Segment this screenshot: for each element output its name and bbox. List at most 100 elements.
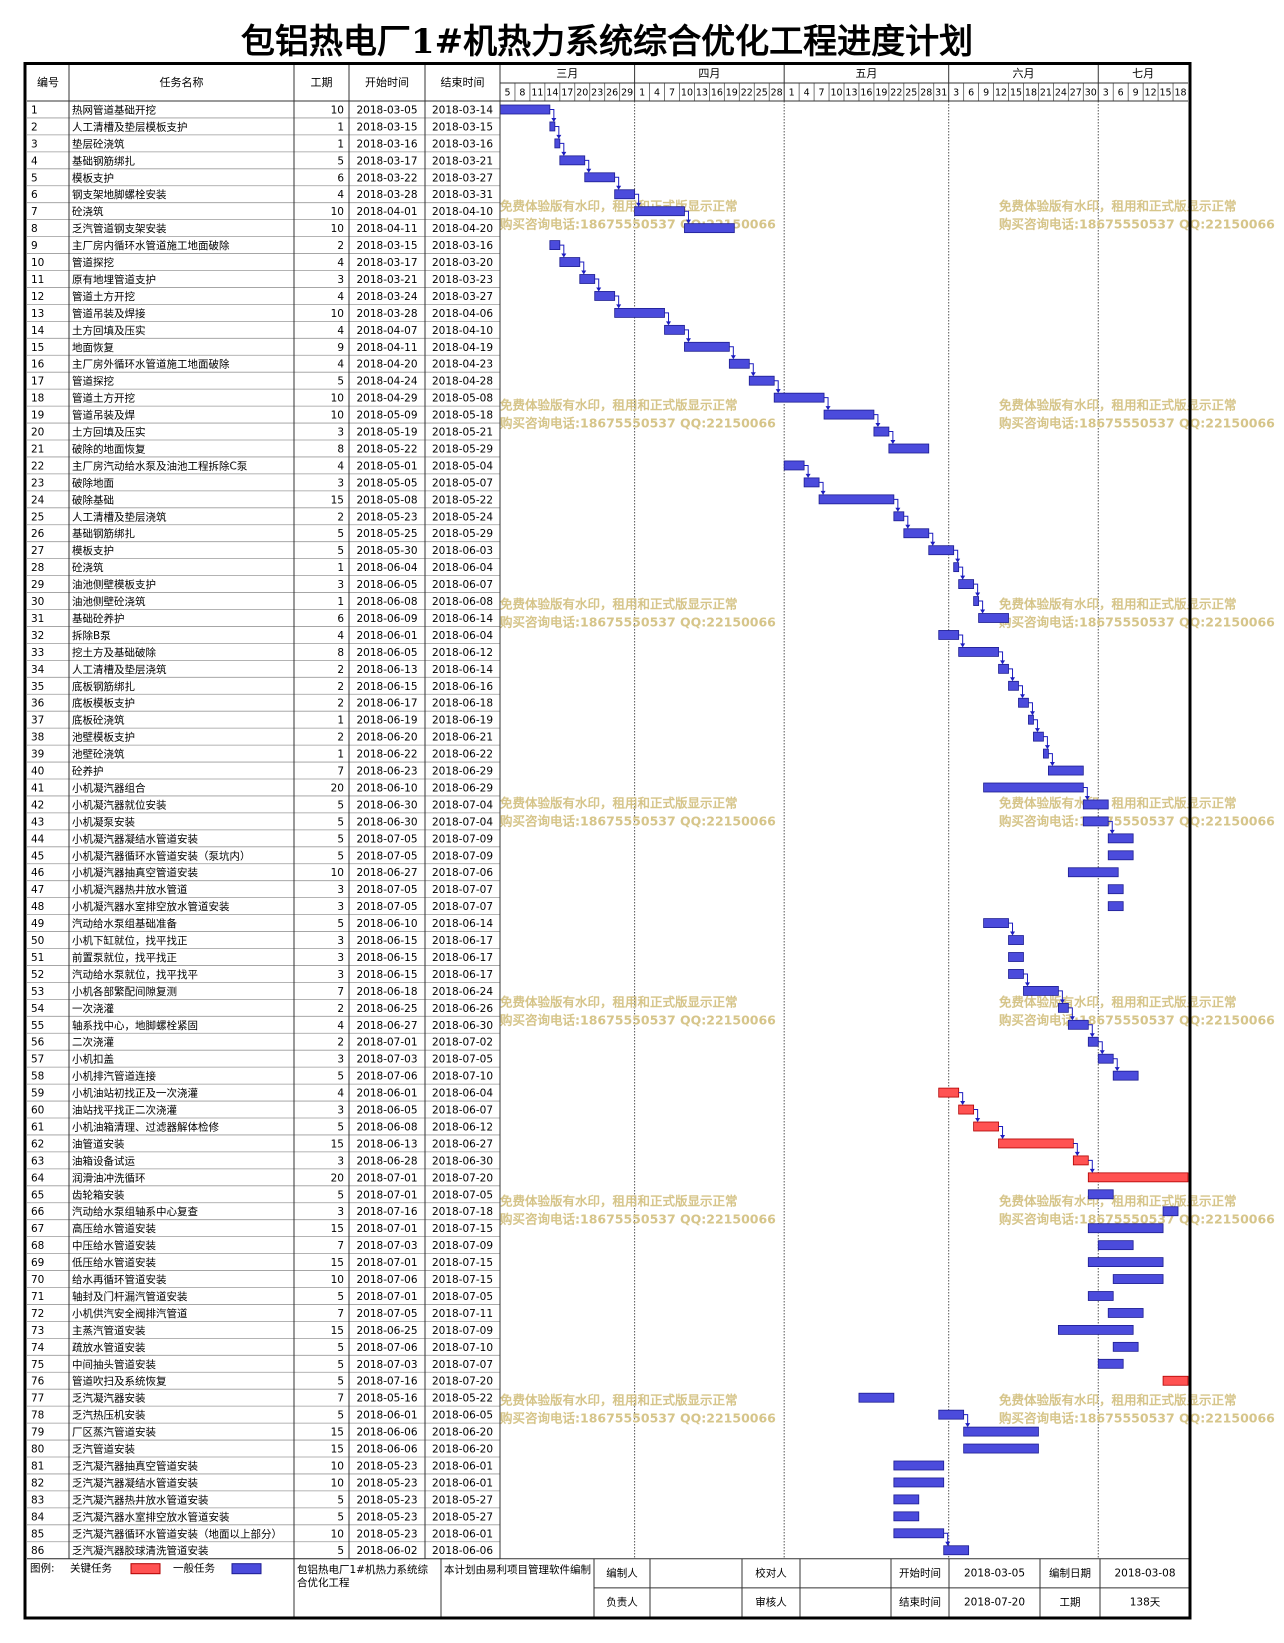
critical-bar [1072, 1155, 1089, 1166]
task-name: 油站找平找正二次浇灌 [72, 1104, 177, 1117]
footer-compile-date-label: 编制日期 [1049, 1566, 1091, 1579]
link-arrow [955, 558, 961, 563]
watermark: 免费体验版有水印，租用和正式版显示正常 [500, 1393, 738, 1408]
task-name: 一次浇灌 [72, 1002, 114, 1015]
task-id: 25 [31, 511, 44, 523]
task-days: 8 [337, 443, 344, 455]
task-days: 7 [337, 1240, 344, 1252]
task-id: 67 [31, 1223, 44, 1235]
day-label: 14 [546, 88, 558, 99]
task-days: 20 [331, 782, 344, 794]
task-days: 5 [337, 1189, 344, 1201]
month-label: 三月 [556, 67, 578, 80]
task-start: 2018-06-05 [356, 1105, 417, 1117]
link [1048, 753, 1053, 766]
watermark: 购买咨询电话:18675550537 QQ:22150066 [999, 1013, 1275, 1028]
task-end: 2018-04-23 [432, 359, 493, 371]
task-days: 3 [337, 1105, 344, 1117]
day-label: 25 [756, 88, 768, 99]
task-start: 2018-07-05 [356, 850, 417, 862]
task-end: 2018-05-29 [432, 443, 493, 455]
task-days: 7 [337, 1308, 344, 1320]
link [888, 431, 894, 443]
watermark: 购买咨询电话:18675550537 QQ:22150066 [999, 1411, 1275, 1426]
day-label: 30 [1085, 88, 1097, 99]
task-bar [1087, 1223, 1164, 1234]
task-end: 2018-06-01 [432, 1477, 493, 1489]
task-name: 管道吹扫及系统恢复 [72, 1375, 167, 1388]
task-end: 2018-03-14 [432, 104, 493, 116]
task-start: 2018-06-30 [356, 816, 417, 828]
task-start: 2018-06-05 [356, 647, 417, 659]
task-name: 砼浇筑 [72, 561, 104, 574]
task-days: 7 [337, 986, 344, 998]
task-start: 2018-07-06 [356, 1071, 417, 1083]
task-name: 原有地埋管道支护 [72, 273, 156, 286]
task-id: 33 [31, 647, 44, 659]
link-arrow [666, 321, 672, 326]
link [1068, 1007, 1073, 1020]
month-label: 七月 [1132, 67, 1154, 80]
task-bar [584, 172, 616, 183]
link-arrow [960, 575, 966, 580]
task-name: 小机排汽管道连接 [72, 1070, 156, 1083]
day-label: 21 [1040, 88, 1052, 99]
task-name: 齿轮箱安装 [72, 1188, 125, 1201]
task-bar [1082, 799, 1109, 810]
task-id: 34 [31, 664, 45, 676]
task-bar [958, 579, 975, 589]
task-id: 3 [31, 138, 38, 150]
task-id: 58 [31, 1071, 44, 1083]
task-start: 2018-06-27 [356, 1020, 417, 1032]
task-start: 2018-07-03 [356, 1240, 417, 1252]
footer-project: 包铝热电厂1#机热力系统综合优化工程 [297, 1564, 428, 1589]
critical-bar [938, 1087, 960, 1098]
task-name: 基础砼养护 [72, 612, 125, 625]
task-name: 乏汽凝汽器抽真空管道安装 [72, 1459, 198, 1472]
task-days: 10 [331, 867, 344, 879]
month-label: 五月 [855, 67, 877, 80]
day-label: 28 [771, 88, 783, 99]
task-bar [818, 494, 895, 505]
task-bar [928, 545, 955, 556]
task-end: 2018-07-10 [432, 1342, 493, 1354]
task-end: 2018-04-10 [432, 325, 493, 337]
task-id: 17 [31, 376, 44, 388]
task-id: 45 [31, 850, 44, 862]
task-start: 2018-03-17 [356, 155, 417, 167]
task-bar [893, 1460, 945, 1471]
link [1108, 820, 1113, 833]
legend-critical-swatch [130, 1563, 161, 1575]
task-bar [963, 1426, 1039, 1437]
task-id: 31 [31, 613, 44, 625]
task-name: 小机油箱清理、过滤器解体检修 [72, 1120, 219, 1133]
task-end: 2018-07-09 [432, 1240, 493, 1252]
task-days: 2 [337, 732, 344, 744]
link [958, 566, 964, 579]
task-start: 2018-07-05 [356, 884, 417, 896]
task-id: 5 [31, 172, 38, 184]
task-start: 2018-05-23 [356, 1460, 417, 1472]
task-days: 10 [331, 308, 344, 320]
task-end: 2018-05-04 [432, 460, 493, 472]
task-id: 30 [31, 596, 44, 608]
watermark: 免费体验版有水印，租用和正式版显示正常 [999, 597, 1237, 612]
task-start: 2018-03-17 [356, 257, 417, 269]
task-start: 2018-06-13 [356, 1138, 417, 1150]
task-start: 2018-06-22 [356, 749, 417, 761]
task-name: 前置泵就位，找平找正 [72, 951, 177, 964]
task-start: 2018-03-16 [356, 138, 417, 150]
task-end: 2018-03-21 [432, 155, 493, 167]
task-end: 2018-07-05 [432, 1189, 493, 1201]
day-label: 9 [983, 88, 989, 99]
task-bar [1112, 1070, 1139, 1081]
task-start: 2018-07-05 [356, 833, 417, 845]
day-label: 24 [1055, 88, 1067, 99]
task-start: 2018-06-28 [356, 1155, 417, 1167]
link [1008, 668, 1014, 681]
task-days: 5 [337, 1545, 344, 1557]
task-end: 2018-07-09 [432, 850, 493, 862]
day-label: 11 [531, 88, 543, 99]
task-end: 2018-06-12 [432, 647, 493, 659]
task-bar [903, 528, 930, 539]
